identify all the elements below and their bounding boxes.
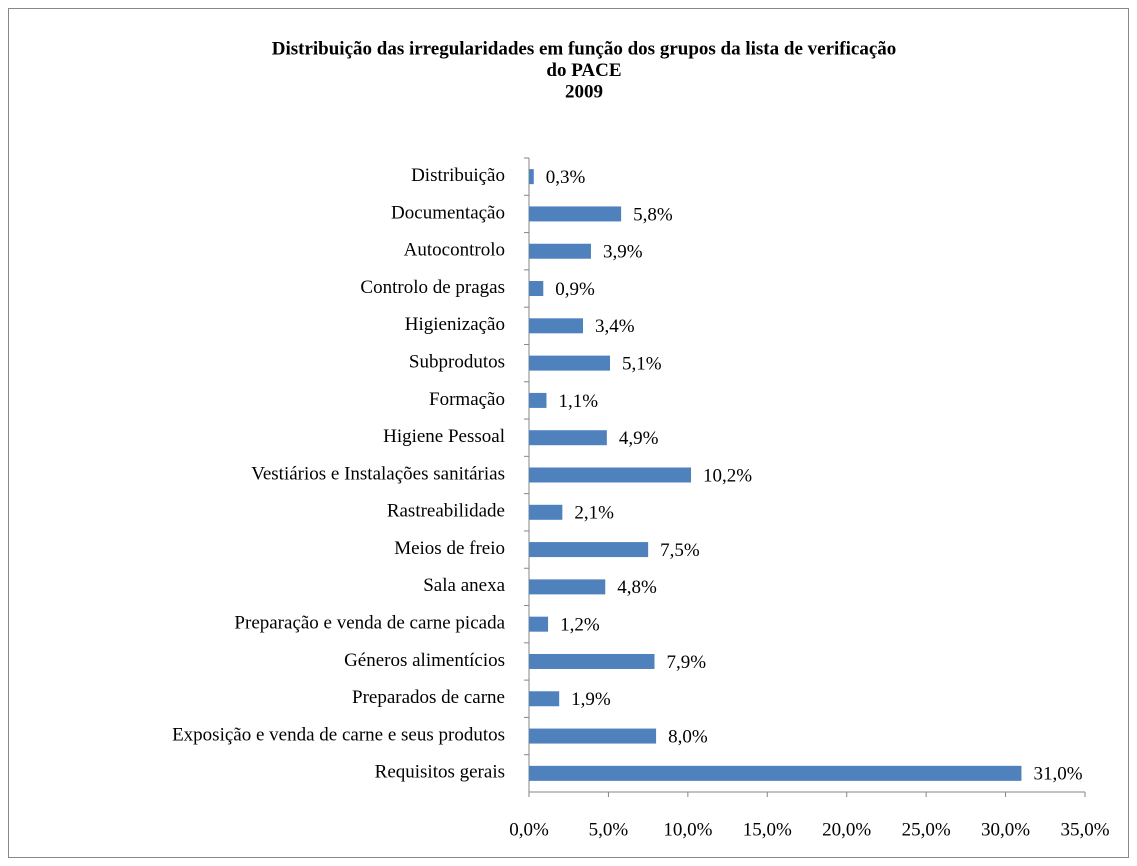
bar (529, 430, 607, 446)
chart-title: 2009 (565, 81, 603, 102)
data-label: 7,9% (666, 652, 706, 673)
y-tick-label: Autocontrolo (404, 240, 505, 261)
y-tick-label: Subprodutos (409, 351, 505, 372)
chart-title: do PACE (546, 60, 621, 81)
data-label: 0,9% (555, 279, 595, 300)
y-tick-label: Exposição e venda de carne e seus produt… (172, 724, 505, 745)
bar (529, 467, 692, 483)
y-tick-label: Formação (429, 389, 505, 410)
y-tick-label: Requisitos gerais (375, 762, 505, 783)
data-label: 3,9% (603, 242, 643, 263)
x-tick-label: 30,0% (981, 819, 1030, 840)
y-tick-label: Géneros alimentícios (344, 650, 505, 671)
bar (529, 765, 1022, 781)
bar (529, 392, 547, 408)
bar (529, 542, 649, 558)
y-tick-label: Sala anexa (423, 575, 505, 596)
y-tick-label: Vestiários e Instalações sanitárias (251, 463, 505, 484)
bar (529, 691, 560, 707)
y-tick-label: Documentação (391, 202, 505, 223)
y-tick-label: Controlo de pragas (360, 277, 505, 298)
bar (529, 206, 622, 222)
data-label: 31,0% (1033, 764, 1082, 785)
x-tick-label: 35,0% (1060, 819, 1109, 840)
x-tick-label: 25,0% (902, 819, 951, 840)
y-tick-label: Meios de freio (394, 538, 505, 559)
bar (529, 653, 655, 669)
y-tick-label: Higiene Pessoal (383, 426, 505, 447)
data-label: 0,3% (546, 167, 586, 188)
data-label: 7,5% (660, 540, 700, 561)
y-tick-label: Rastreabilidade (387, 501, 505, 522)
data-label: 2,1% (574, 503, 614, 524)
y-tick-label: Higienização (405, 314, 505, 335)
data-label: 1,2% (560, 615, 600, 636)
bar (529, 318, 584, 334)
y-tick-label: Preparação e venda de carne picada (234, 613, 505, 634)
data-label: 3,4% (595, 316, 635, 337)
data-label: 4,9% (619, 428, 659, 449)
y-tick-label: Distribuição (411, 165, 505, 186)
bar (529, 504, 563, 520)
chart-title: Distribuição das irregularidades em funç… (272, 38, 897, 59)
bar (529, 281, 544, 297)
data-label: 10,2% (703, 465, 752, 486)
bar (529, 616, 549, 632)
bar (529, 355, 611, 371)
x-tick-label: 20,0% (822, 819, 871, 840)
data-label: 1,1% (558, 391, 598, 412)
x-tick-label: 10,0% (663, 819, 712, 840)
data-label: 5,8% (633, 204, 673, 225)
bar (529, 579, 606, 595)
data-label: 4,8% (617, 577, 657, 598)
data-label: 8,0% (668, 726, 708, 747)
x-tick-label: 0,0% (509, 819, 549, 840)
x-tick-label: 15,0% (743, 819, 792, 840)
y-tick-label: Preparados de carne (352, 687, 505, 708)
x-tick-label: 5,0% (589, 819, 629, 840)
bar (529, 169, 534, 185)
data-label: 1,9% (571, 689, 611, 710)
data-label: 5,1% (622, 353, 662, 374)
bar (529, 243, 591, 259)
bar (529, 728, 657, 744)
